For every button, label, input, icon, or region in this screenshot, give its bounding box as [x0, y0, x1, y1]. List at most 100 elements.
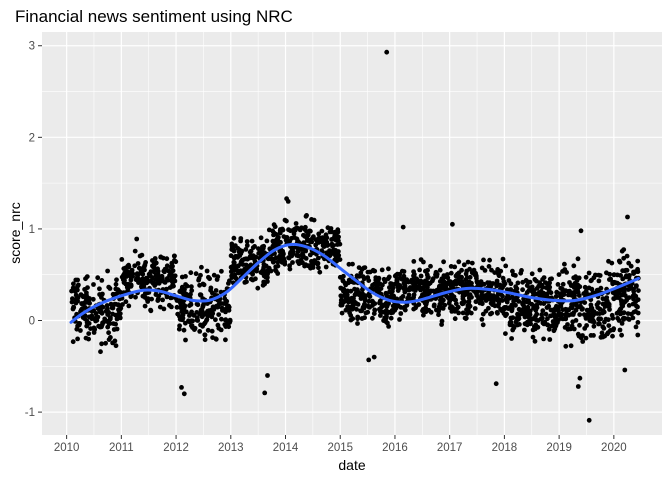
data-point	[243, 247, 249, 252]
data-point	[452, 308, 458, 314]
data-point	[543, 311, 549, 317]
y-tick-label: 3	[29, 41, 35, 53]
data-point	[422, 300, 428, 306]
data-point	[297, 227, 303, 233]
data-point	[121, 266, 127, 271]
data-point	[607, 271, 613, 277]
data-point	[229, 275, 235, 280]
data-point	[394, 276, 400, 282]
data-point	[520, 301, 525, 307]
data-point	[526, 288, 532, 293]
data-point	[195, 302, 201, 308]
data-point	[605, 301, 611, 306]
data-point	[620, 316, 626, 321]
data-point	[324, 235, 330, 241]
x-tick-label: 2010	[54, 442, 80, 454]
data-point	[201, 321, 207, 327]
data-point	[527, 279, 533, 285]
data-point	[522, 327, 527, 333]
data-point	[301, 232, 306, 238]
data-point	[575, 384, 581, 389]
data-point	[377, 306, 382, 312]
data-point	[332, 232, 338, 238]
data-point	[370, 298, 375, 304]
data-point	[562, 325, 568, 330]
data-point	[573, 307, 579, 313]
data-point	[223, 317, 229, 323]
data-point	[365, 275, 371, 280]
data-point	[596, 278, 602, 284]
data-point	[441, 297, 446, 303]
data-point	[360, 287, 365, 293]
data-point	[353, 291, 359, 296]
data-point	[580, 339, 586, 344]
data-point	[244, 279, 249, 285]
data-point	[525, 322, 530, 328]
data-point	[577, 322, 582, 328]
data-point	[575, 331, 581, 337]
data-point	[143, 260, 149, 265]
data-point	[573, 318, 579, 323]
data-point	[437, 267, 443, 273]
y-tick-label: 2	[29, 132, 35, 144]
data-point	[317, 269, 323, 275]
data-point	[343, 298, 349, 304]
data-point	[84, 297, 89, 303]
data-point	[99, 309, 104, 315]
data-point	[527, 308, 533, 314]
data-point	[414, 276, 420, 282]
data-point	[460, 310, 466, 316]
data-point	[536, 292, 541, 297]
data-point	[624, 267, 630, 273]
data-point	[91, 282, 96, 287]
data-point	[510, 268, 515, 274]
data-point	[556, 272, 562, 277]
data-point	[456, 270, 462, 276]
data-point	[523, 278, 529, 283]
data-point	[460, 296, 466, 302]
data-point	[111, 321, 116, 326]
data-point	[340, 278, 346, 284]
data-point	[576, 293, 582, 298]
data-point	[215, 274, 221, 280]
data-point	[418, 273, 424, 279]
data-point	[353, 301, 359, 306]
data-point	[617, 288, 623, 294]
x-tick-label: 2018	[492, 442, 518, 454]
data-point	[574, 283, 580, 288]
data-point	[309, 217, 314, 222]
data-point	[554, 303, 559, 309]
x-tick-label: 2013	[218, 442, 244, 454]
data-point	[473, 290, 479, 296]
data-point	[85, 285, 90, 290]
data-point	[596, 316, 602, 321]
data-point	[90, 296, 96, 302]
data-point	[248, 262, 254, 268]
data-point	[75, 277, 80, 283]
data-point	[399, 295, 404, 301]
data-point	[97, 286, 102, 292]
data-point	[278, 239, 283, 245]
data-point	[481, 257, 486, 263]
data-point	[509, 302, 515, 308]
data-point	[207, 276, 213, 282]
data-point	[105, 312, 111, 317]
data-point	[411, 292, 417, 298]
x-tick-label: 2015	[327, 442, 353, 454]
data-point	[261, 279, 267, 285]
data-point	[227, 317, 233, 323]
data-point	[437, 279, 443, 284]
data-point	[441, 259, 446, 265]
data-point	[567, 280, 572, 285]
data-point	[450, 221, 455, 227]
data-point	[73, 292, 79, 298]
data-point	[362, 296, 368, 301]
data-point	[106, 330, 111, 336]
data-point	[329, 229, 335, 235]
data-point	[173, 259, 179, 265]
data-point	[411, 282, 417, 288]
data-point	[487, 257, 492, 263]
data-point	[231, 262, 237, 268]
data-point	[346, 277, 352, 283]
data-point	[338, 285, 344, 291]
